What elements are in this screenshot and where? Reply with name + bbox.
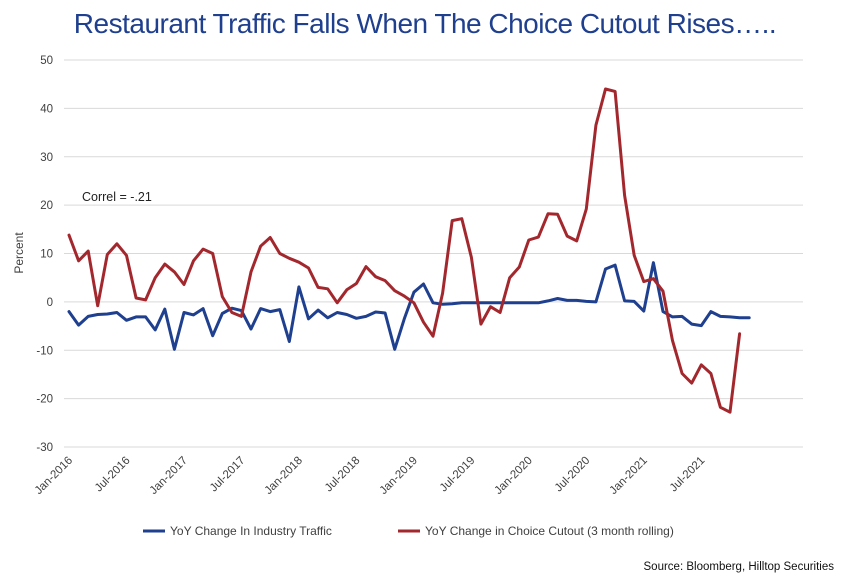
x-tick-label: Jul-2017: [208, 455, 248, 495]
x-tick-label: Jul-2021: [668, 455, 708, 495]
gridlines: [64, 59, 803, 448]
x-tick-label: Jan-2020: [493, 455, 535, 497]
x-tick-label: Jan-2016: [33, 455, 75, 497]
series-lines: [67, 87, 751, 414]
legend-label: YoY Change in Choice Cutout (3 month rol…: [425, 524, 674, 538]
x-tick-label: Jan-2017: [148, 455, 190, 497]
x-tick-label: Jul-2019: [438, 455, 478, 495]
y-tick-label: -30: [36, 442, 53, 454]
correlation-annotation: Correl = -.21: [82, 190, 152, 204]
legend: YoY Change In Industry Traffic YoY Change…: [143, 524, 674, 538]
y-tick-label: 20: [40, 200, 53, 212]
y-tick-label: -20: [36, 394, 53, 406]
y-tick-label: 10: [40, 249, 53, 261]
series-line-industry-traffic: [67, 261, 751, 351]
y-tick-label: -10: [36, 345, 53, 357]
x-axis-tick-labels: Jan-2016 Jul-2016 Jan-2017 Jul-2017 Jan-2018…: [33, 455, 708, 497]
x-tick-label: Jul-2018: [323, 455, 363, 495]
y-axis-label: Percent: [12, 232, 26, 274]
x-tick-label: Jul-2020: [553, 455, 593, 495]
y-tick-label: 50: [40, 55, 53, 67]
y-axis-tick-labels: -30 -20 -10 0 10 20 30 40 50: [36, 55, 53, 454]
legend-label: YoY Change In Industry Traffic: [170, 524, 332, 538]
x-tick-label: Jul-2016: [93, 455, 133, 495]
y-tick-label: 0: [47, 297, 53, 309]
x-tick-label: Jan-2021: [608, 455, 650, 497]
series-line-choice-cutout: [67, 87, 742, 414]
x-tick-label: Jan-2019: [378, 455, 420, 497]
x-tick-label: Jan-2018: [263, 455, 305, 497]
y-tick-label: 30: [40, 152, 53, 164]
y-tick-label: 40: [40, 103, 53, 115]
source-note: Source: Bloomberg, Hilltop Securities: [643, 561, 834, 573]
chart-title: Restaurant Traffic Falls When The Choice…: [73, 8, 777, 39]
